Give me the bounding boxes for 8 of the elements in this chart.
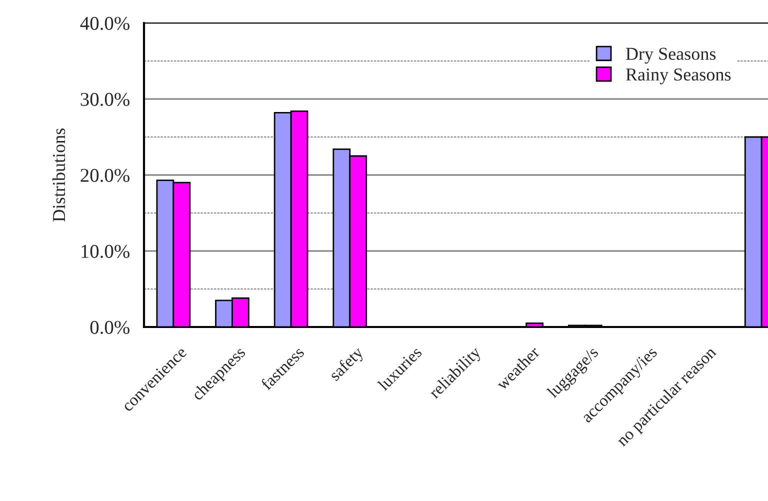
y-axis-title: Distributions xyxy=(52,128,66,222)
y-tick-label: 40.0% xyxy=(80,16,130,30)
y-tick-label: 30.0% xyxy=(80,92,130,106)
y-tick-label: 20.0% xyxy=(80,168,130,182)
legend-label: Dry Seasons xyxy=(626,48,716,64)
y-tick-label: 10.0% xyxy=(82,244,130,258)
legend-label: Rainy Seasons xyxy=(626,68,731,84)
y-tick-label: 0.0% xyxy=(90,320,130,334)
